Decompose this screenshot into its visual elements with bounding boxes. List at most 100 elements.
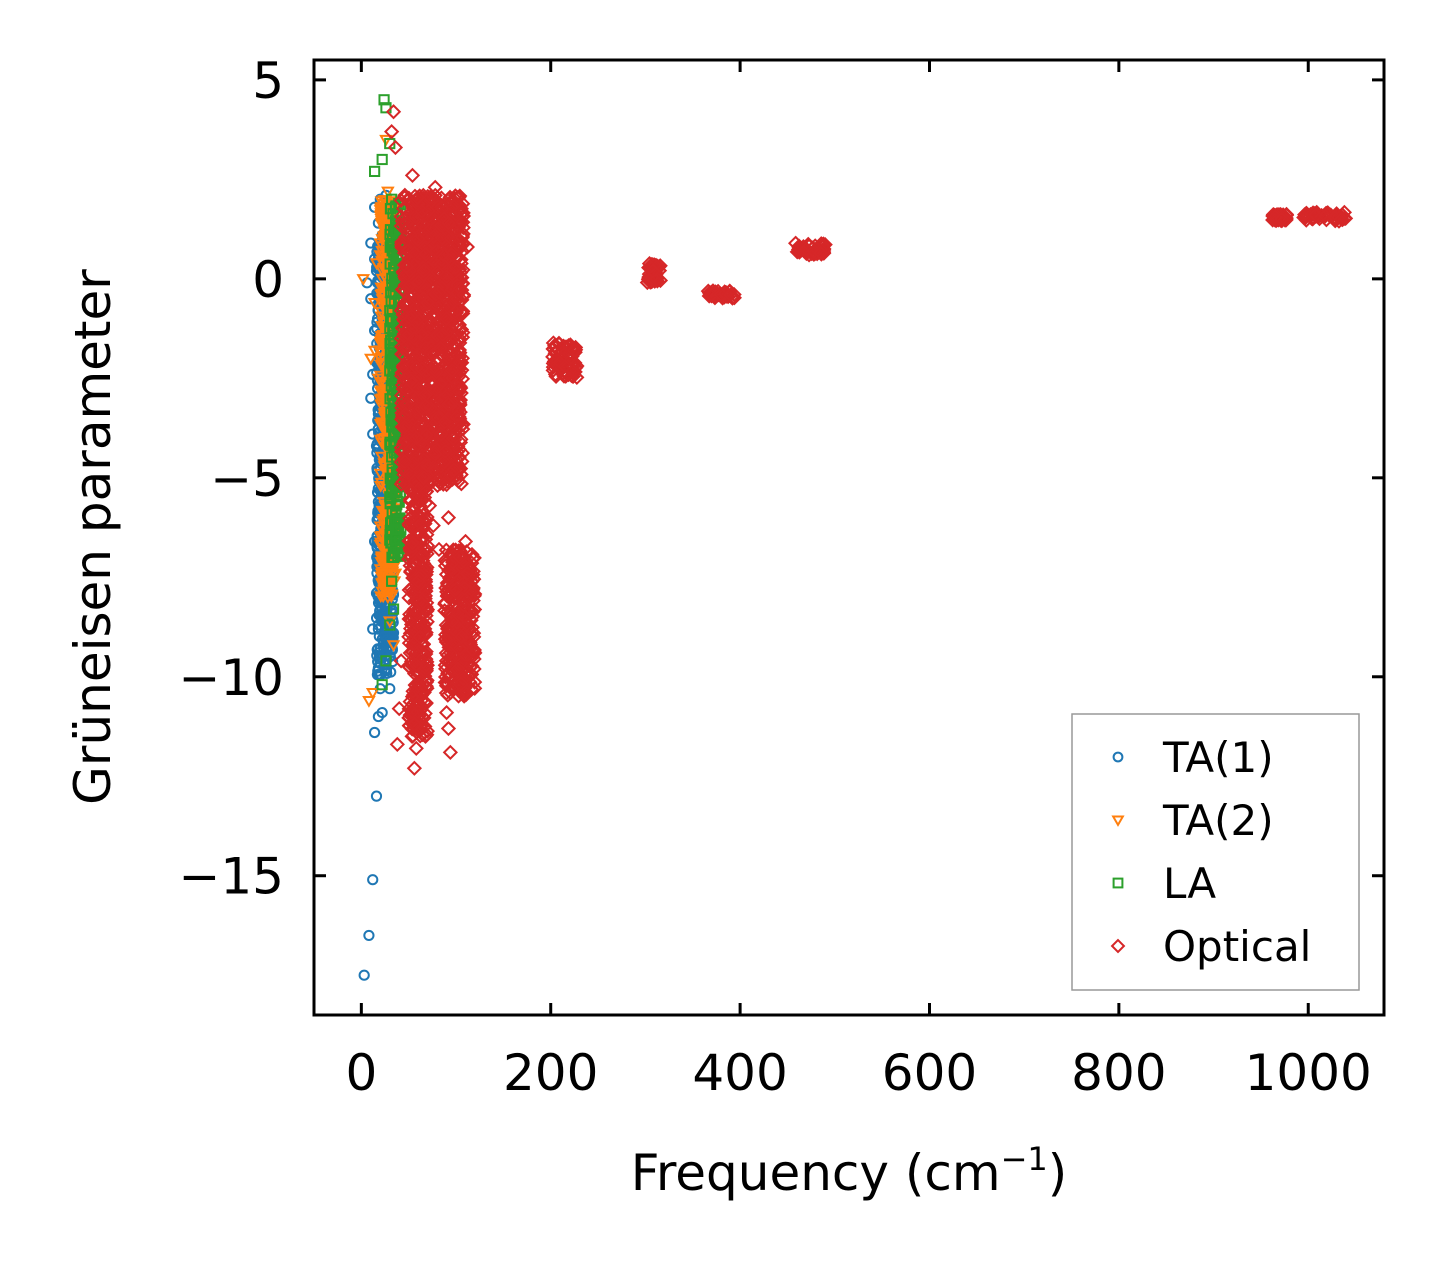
marker-optical-dense [397,268,413,285]
ticks-layer: 0 200 400 600 800 1000 5 0 −5 −10 −15 [178,52,1384,1102]
marker-optical [450,661,466,677]
marker-optical-dense [451,384,467,400]
marker-optical [446,462,462,478]
marker-optical-dense [547,345,563,361]
marker-optical-dense [404,509,420,525]
marker-optical-dense [419,458,436,474]
marker-ta-2 [377,544,391,557]
marker-optical-dense [398,406,414,422]
marker-optical-dense [457,591,473,607]
marker-optical [437,414,453,430]
marker-la [386,575,398,587]
marker-optical-dense [1296,209,1312,226]
marker-la [384,619,396,631]
marker-ta-2 [386,640,401,652]
marker-optical-dense [413,327,430,343]
marker-optical-dense [1336,204,1353,221]
marker-optical [404,167,421,184]
marker-optical [457,533,474,550]
marker-optical-dense [467,680,483,696]
marker-optical-dense [430,199,446,215]
marker-optical-dense [399,243,415,259]
series-optical [384,104,1354,776]
marker-optical-dense [435,246,451,262]
marker-optical [406,601,422,617]
marker-optical-dense [449,612,466,628]
marker-ta-2 [365,688,380,700]
legend-item-ta-2: TA(2) [1111,796,1274,845]
marker-optical-dense [569,358,585,374]
marker-optical [418,398,434,414]
marker-optical [444,681,460,697]
marker-optical [429,243,445,259]
marker-optical-dense [421,387,437,403]
legend-marker-la [1112,877,1124,889]
marker-ta-2 [364,353,378,366]
marker-optical-dense [410,704,426,720]
marker-optical [412,629,428,645]
marker-optical-dense [429,279,445,295]
marker-optical-dense [431,284,447,301]
marker-optical-dense [414,595,430,612]
marker-optical-dense [442,366,458,382]
marker-optical [1308,207,1324,223]
marker-optical-dense [413,516,429,532]
marker-optical-dense [410,381,427,397]
legend-marker-ta-2 [1111,815,1125,827]
marker-optical-dense [455,214,471,230]
marker-optical-dense [454,229,470,246]
marker-optical-dense [451,330,467,347]
marker-optical-dense [418,427,435,443]
marker-optical [421,498,438,514]
marker-optical [402,482,419,498]
marker-optical-dense [398,396,414,413]
marker-optical [645,263,661,279]
marker-optical-dense [456,554,473,570]
marker-optical-dense [393,440,409,456]
marker-ta-2 [373,250,388,263]
marker-optical-dense [446,664,463,680]
marker-optical-dense [434,368,450,384]
marker-optical-dense [412,416,428,432]
marker-optical-dense [405,683,421,699]
marker-optical [448,259,464,275]
marker-ta-2 [362,695,376,708]
marker-optical-dense [420,423,437,439]
marker-optical [452,549,468,566]
marker-optical [1274,211,1290,227]
marker-ta-1-dense [372,623,384,635]
marker-optical [442,744,458,760]
marker-optical-dense [404,703,420,720]
marker-optical-dense [450,375,466,391]
marker-optical [440,215,457,231]
marker-optical-dense [418,246,434,262]
marker-optical [420,295,436,311]
marker-optical [547,366,564,382]
marker-optical-dense [415,217,431,233]
marker-optical [410,573,426,589]
marker-ta-2 [367,345,382,358]
marker-optical [410,231,426,247]
x-tick-label: 200 [503,1044,598,1102]
marker-optical-dense [451,461,468,477]
marker-ta-1 [367,874,379,886]
marker-la [380,655,392,667]
marker-la-dense [384,393,396,405]
marker-optical-dense [410,721,426,737]
marker-la-dense [385,537,397,549]
marker-la [387,603,400,615]
marker-optical-dense [548,353,565,369]
marker-optical-dense [413,567,429,583]
marker-optical-dense [437,603,453,619]
marker-optical-dense [449,409,465,425]
marker-optical-dense [444,370,460,386]
marker-optical [406,716,422,733]
marker-ta-2 [381,186,395,199]
marker-ta-2-dense [378,273,393,286]
marker-optical-dense [401,717,417,734]
marker-optical-dense [443,313,459,330]
marker-ta-2-dense [373,531,388,544]
marker-optical [459,239,476,255]
marker-optical-dense [423,288,440,304]
marker-optical-dense [408,450,424,466]
